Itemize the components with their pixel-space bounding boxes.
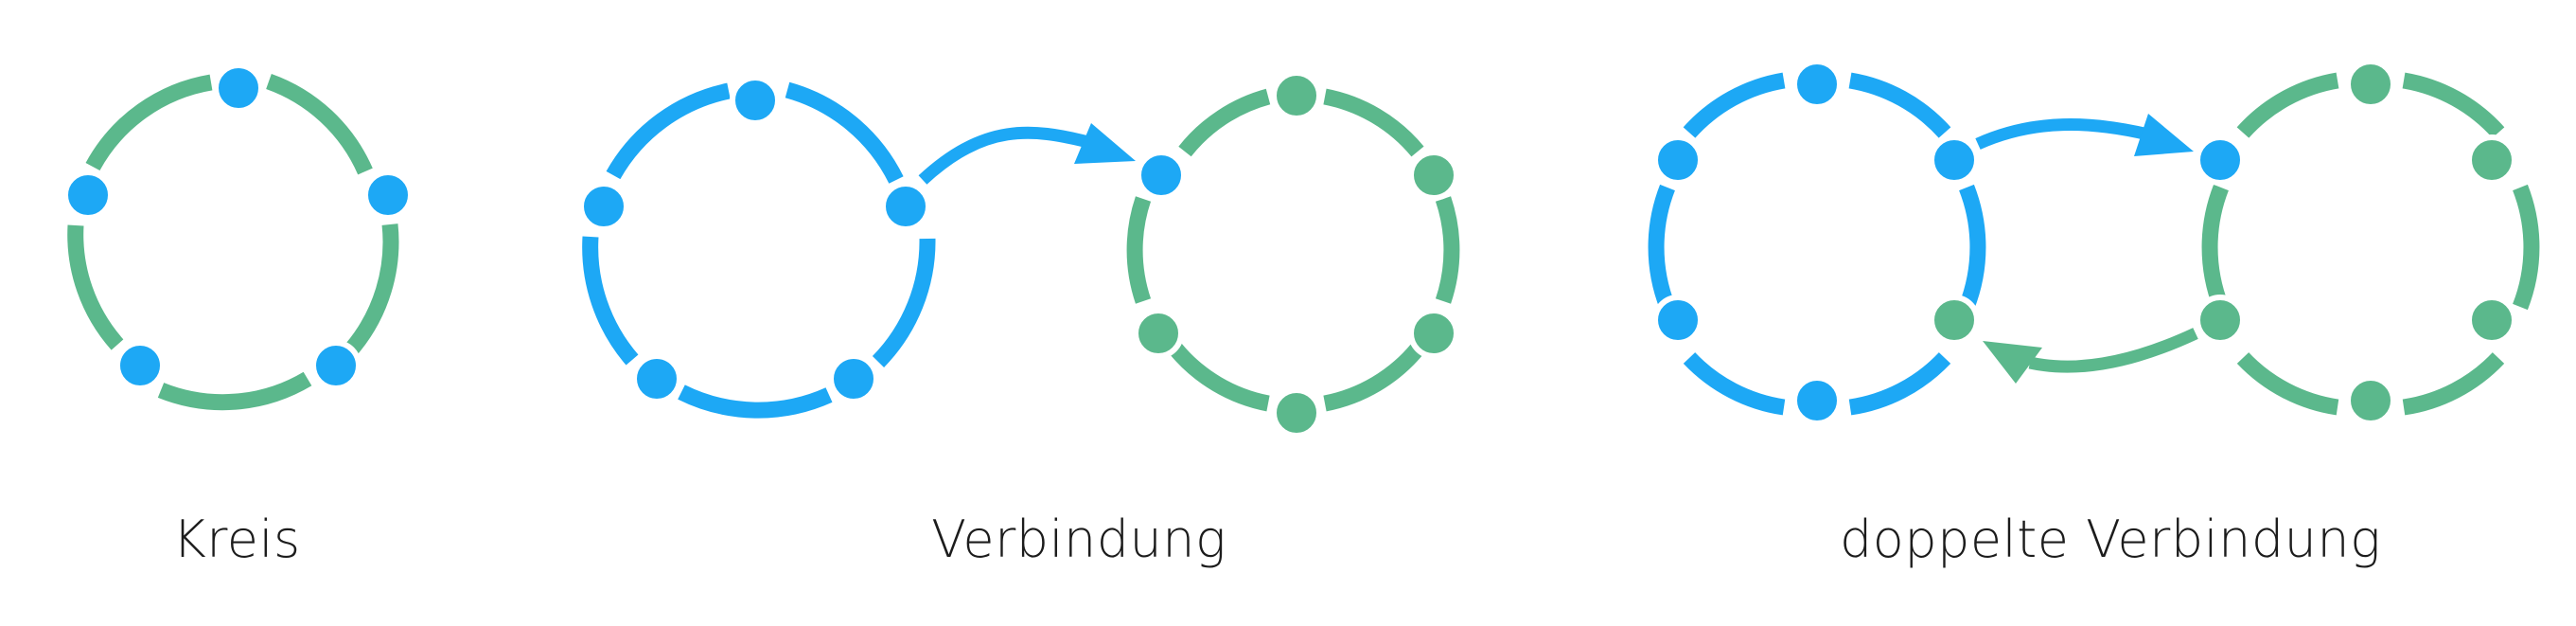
node-green	[2466, 134, 2517, 186]
arc-segment	[345, 224, 399, 354]
arc-segment	[157, 371, 312, 411]
arc-segment	[582, 236, 639, 366]
ring-green	[2201, 72, 2540, 416]
connection-arrow	[918, 123, 1136, 185]
arc-segment	[2513, 184, 2540, 311]
node-blue	[880, 181, 931, 232]
caption-verbindung: Verbindung	[931, 510, 1226, 569]
arc-segment	[2402, 352, 2505, 416]
node-green	[1271, 70, 1322, 121]
node-green	[1929, 295, 1980, 346]
node-blue	[730, 75, 781, 126]
caption-kreis: Kreis	[172, 510, 301, 569]
arc-segment	[1959, 184, 1986, 311]
arc-segment	[785, 81, 904, 184]
arc-segment	[1848, 72, 1951, 138]
node-green	[1408, 308, 1459, 359]
node-blue	[828, 353, 879, 404]
arc-segment	[1683, 352, 1786, 416]
node-blue	[362, 170, 414, 221]
connection-arrow-forward	[1975, 114, 2194, 156]
arc-segment	[2236, 352, 2339, 416]
arc-segment	[67, 224, 124, 350]
node-blue	[631, 353, 682, 404]
node-green	[1133, 308, 1184, 359]
node-green	[2345, 375, 2396, 426]
figure-kreis	[62, 63, 414, 411]
ring-green	[1126, 88, 1460, 412]
arc-segment	[85, 74, 213, 171]
node-blue	[115, 340, 166, 391]
node-blue	[1652, 134, 1703, 186]
nodes-green	[1133, 70, 1459, 438]
arc-segment	[1848, 352, 1951, 416]
nodes-blue	[578, 75, 931, 404]
arrow-shaft	[918, 126, 1090, 185]
node-blue	[578, 181, 629, 232]
ring-blue	[582, 81, 936, 419]
arrow-shaft	[1975, 118, 2150, 150]
arc-segment	[1683, 72, 1786, 138]
ring-blue	[1648, 72, 1986, 416]
node-green	[2466, 295, 2517, 346]
node-green	[2345, 59, 2396, 110]
node-blue	[1791, 375, 1843, 426]
arc-segment	[1126, 196, 1152, 304]
arc-segment	[606, 82, 731, 180]
arc-segment	[1169, 343, 1270, 412]
node-blue	[2195, 134, 2246, 186]
arc-segment	[872, 238, 936, 367]
node-green	[1408, 150, 1459, 201]
nodes-blue	[1652, 59, 1980, 426]
node-blue	[1652, 295, 1703, 346]
node-blue	[310, 340, 362, 391]
arc-segment	[2236, 72, 2339, 138]
arc-segment	[1178, 88, 1271, 157]
ring-kreis	[67, 73, 399, 411]
figure-doppelt	[1648, 59, 2540, 426]
node-blue	[1136, 150, 1187, 201]
arc-segment	[2201, 184, 2229, 311]
arrow-shaft	[2028, 328, 2198, 373]
node-blue	[1791, 59, 1843, 110]
figure-verbindung	[578, 70, 1460, 438]
nodes-green	[2195, 59, 2517, 426]
nodes-kreis	[62, 63, 414, 391]
node-blue	[1929, 134, 1980, 186]
node-green	[1271, 387, 1322, 438]
connection-arrow-backward	[1983, 328, 2198, 384]
arrowhead	[2134, 114, 2194, 156]
node-green	[2195, 295, 2246, 346]
node-blue	[213, 63, 264, 114]
arc-segment	[2402, 72, 2505, 138]
arc-segment	[266, 73, 373, 175]
node-blue	[62, 170, 114, 221]
arc-segment	[1323, 88, 1424, 157]
arc-segment	[678, 385, 833, 419]
arrowhead	[1983, 341, 2042, 384]
arc-segment	[1435, 196, 1460, 304]
caption-doppelte-verbindung: doppelte Verbindung	[1840, 510, 2381, 569]
arc-segment	[1648, 184, 1675, 311]
arc-segment	[1323, 343, 1424, 412]
arrowhead	[1074, 123, 1136, 164]
